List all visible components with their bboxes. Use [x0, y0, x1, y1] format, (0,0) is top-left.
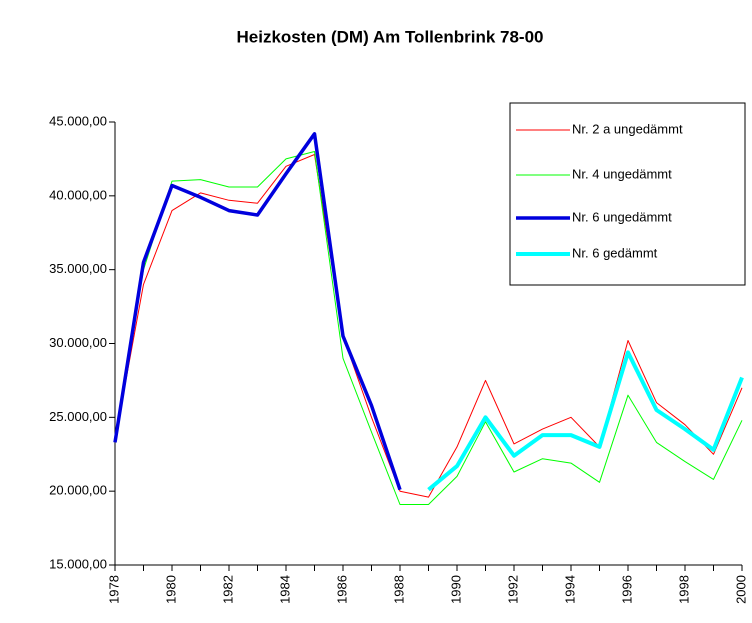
- legend-label: Nr. 4 ungedämmt: [572, 166, 672, 181]
- y-tick-label: 45.000,00: [49, 113, 107, 128]
- legend-label: Nr. 6 ungedämmt: [572, 209, 672, 224]
- x-tick-label: 1978: [106, 575, 121, 604]
- x-tick-label: 1996: [619, 575, 634, 604]
- y-tick-label: 30.000,00: [49, 335, 107, 350]
- x-tick-label: 1990: [448, 575, 463, 604]
- x-tick-label: 1986: [334, 575, 349, 604]
- x-tick-label: 1980: [163, 575, 178, 604]
- y-tick-label: 20.000,00: [49, 483, 107, 498]
- y-tick-label: 35.000,00: [49, 261, 107, 276]
- x-tick-label: 1984: [277, 575, 292, 604]
- legend-label: Nr. 2 a ungedämmt: [572, 121, 683, 136]
- series-line: [113, 132, 402, 491]
- series-line: [427, 350, 744, 492]
- x-tick-label: 2000: [733, 575, 748, 604]
- y-tick-label: 40.000,00: [49, 187, 107, 202]
- x-tick-label: 1988: [391, 575, 406, 604]
- y-tick-label: 15.000,00: [49, 556, 107, 571]
- x-tick-label: 1998: [676, 575, 691, 604]
- y-tick-label: 25.000,00: [49, 409, 107, 424]
- legend-label: Nr. 6 gedämmt: [572, 245, 658, 260]
- x-tick-label: 1992: [505, 575, 520, 604]
- x-tick-label: 1982: [220, 575, 235, 604]
- x-tick-label: 1994: [562, 575, 577, 604]
- series-line: [114, 151, 743, 505]
- series-line: [114, 154, 743, 498]
- chart-title: Heizkosten (DM) Am Tollenbrink 78-00: [237, 27, 544, 46]
